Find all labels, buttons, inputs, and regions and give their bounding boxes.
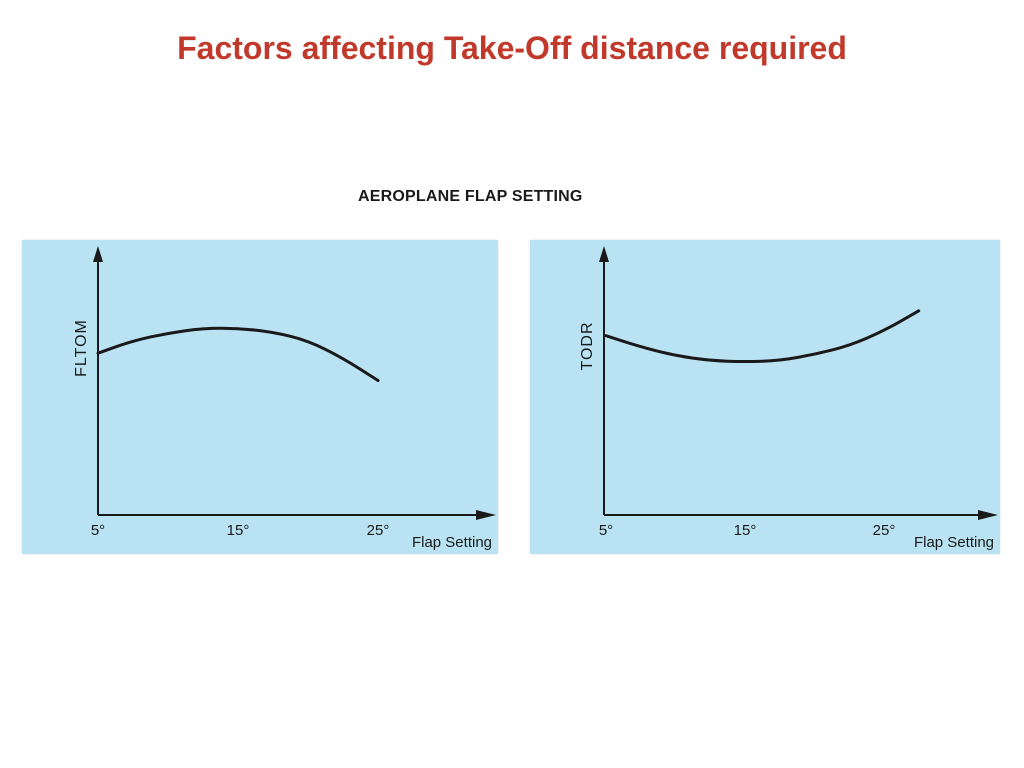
x-axis-arrow-icon [978,510,998,520]
y-axis-label: TODR [579,321,596,370]
x-tick-label: 15° [734,522,757,539]
x-axis-label: Flap Setting [412,534,492,551]
x-tick-label: 25° [873,522,896,539]
x-axis-arrow-icon [476,510,496,520]
series-line [96,326,380,383]
x-axis-label: Flap Setting [914,534,994,551]
figure-heading: AEROPLANE FLAP SETTING [358,188,583,205]
x-tick-label: 25° [367,522,390,539]
chart-panel-todr: TODR 5° 15° 25° Flap Setting [530,240,1000,554]
y-axis-arrow-icon [599,246,609,262]
series-line [604,309,921,364]
x-tick-label: 5° [91,522,105,539]
x-tick-label: 15° [227,522,250,539]
x-tick-label: 5° [599,522,613,539]
y-axis-label: FLTOM [73,319,90,377]
y-axis-arrow-icon [93,246,103,262]
chart-fltom-svg: FLTOM 5° 15° 25° Flap Setting [73,246,496,551]
slide-title: Factors affecting Take-Off distance requ… [177,30,847,66]
chart-todr-svg: TODR 5° 15° 25° Flap Setting [579,246,998,551]
chart-panel-fltom: FLTOM 5° 15° 25° Flap Setting [22,240,498,554]
